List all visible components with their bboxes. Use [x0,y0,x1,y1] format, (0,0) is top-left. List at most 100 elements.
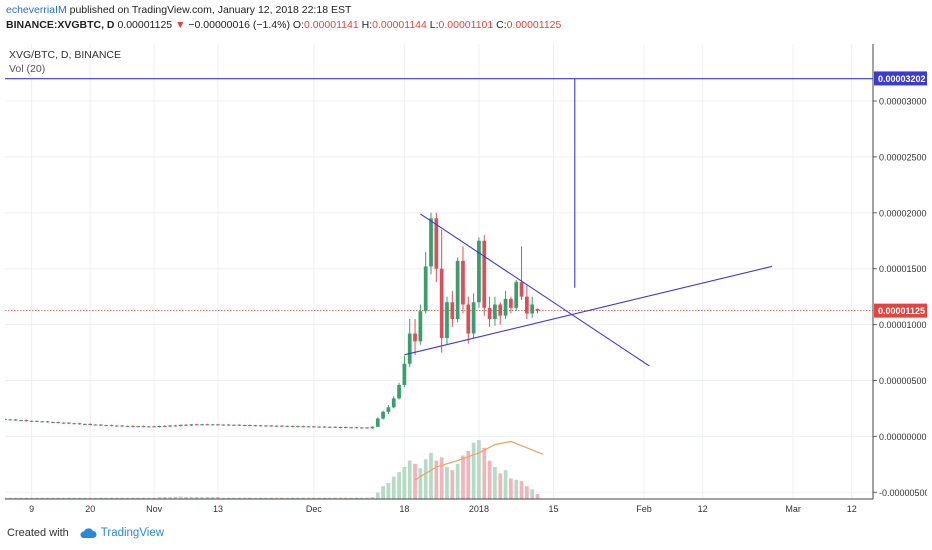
volume-bar [461,455,465,499]
volume-bar [343,497,348,499]
x-tick-label: 9 [29,504,34,514]
volume-bar [487,460,492,499]
price-chart[interactable]: 0.00003000 0.00002500 0.00002000 0.00001500… [3,44,930,518]
candle-body [200,424,204,426]
volume-bar [274,497,279,499]
candle-body [343,427,348,429]
volume-bar [51,497,55,499]
candle-body [56,421,61,423]
volume-bar [168,497,172,499]
open-value: 0.00001141 [304,19,359,31]
candle-body [290,425,295,427]
candle-body [45,421,50,423]
candle-body [327,426,332,428]
candle-body [317,426,322,428]
candle-body [285,425,290,427]
volume-indicator-label[interactable]: Vol (20) [9,63,45,75]
close-label: C: [496,19,507,31]
volume-bar [296,497,300,499]
x-tick-label: Dec [306,504,323,514]
candle-body [349,427,353,429]
last-price-badge-label: 0.00001125 [878,306,925,316]
volume-bar [35,497,39,499]
volume-ma [414,440,544,481]
chart-area[interactable]: 0.00003000 0.00002500 0.00002000 0.00001500… [3,44,930,523]
volume-bar [354,497,359,499]
candle-body [83,423,87,425]
volume-bar [114,497,119,499]
volume-bar [322,497,327,499]
volume-bar [253,497,258,499]
volume-bar [226,497,231,499]
volume-bar [120,497,125,499]
candles [3,212,540,429]
volume-bar [173,497,178,499]
candle-body [407,333,412,364]
volume-bar [152,497,156,499]
volume-bar [349,497,353,499]
candle-body [205,424,210,426]
candle-body [40,421,45,423]
volume-bar [146,497,151,499]
candle-body [226,424,231,426]
last-price: 0.00001125 [117,19,173,31]
candle-body [514,282,519,308]
candle-body [253,425,258,427]
volume-bar [200,497,204,499]
volume-bar [141,497,146,499]
x-tick-label: Nov [146,504,163,514]
author-link[interactable]: echeverriaIM [6,4,67,16]
candle-body [51,421,55,423]
candle-body [370,426,375,429]
volume-bar [407,460,412,499]
y-tick-label: 0.00003000 [879,97,927,107]
tradingview-brand[interactable]: TradingView [100,527,165,539]
candle-body [359,427,364,429]
y-tick-label: 0.00000000 [879,432,927,442]
volume-bar [477,440,481,499]
candle-body [525,296,529,314]
volume-bar [434,460,439,499]
candle-body [114,425,119,427]
volume-bar [397,472,401,499]
volume-ma-line [414,440,544,481]
volume-bar [375,492,380,499]
volume-bar [525,486,529,499]
y-tick-label: -0.00000500 [879,488,927,498]
volume-bar [391,476,396,499]
tradingview-cloud-icon [80,528,97,538]
x-tick-label: Feb [636,504,652,514]
candle-body [104,425,109,427]
candle-body [365,427,369,429]
drawing-level-badge-label: 0.00003202 [878,74,926,84]
candle-body [88,423,93,425]
candle-body [221,424,226,426]
volume-bar [471,442,476,499]
candle-body [216,424,220,426]
candle-body [269,425,274,427]
candle-body [130,425,135,427]
candle-body [120,425,125,427]
axes: 0.00003000 0.00002500 0.00002000 0.00001500… [5,44,930,514]
x-tick-label: 20 [85,504,95,514]
footer: Created with TradingView [7,527,164,539]
volume-bar [61,497,66,499]
volume-bar [338,497,343,499]
volume-bar [184,497,188,499]
volume-bar [413,463,417,499]
volume-bar [216,497,220,499]
candle-body [455,260,460,320]
volume-bar [514,479,519,499]
candle-body [173,425,178,427]
candle-body [136,426,140,428]
drawings[interactable] [5,78,873,367]
volume-bar [327,497,332,499]
volume-bar [386,483,391,499]
ohlc-line: BINANCE:XVGBTC, D 0.00001125 ▼ −0.000000… [6,18,561,33]
volume-bar [530,489,535,499]
candle-body [178,424,183,427]
volume-bar [104,497,109,499]
price-change: −0.00000016 (−1.4%) [188,19,290,31]
chart-background [5,44,927,518]
x-tick-label: 12 [698,504,708,514]
